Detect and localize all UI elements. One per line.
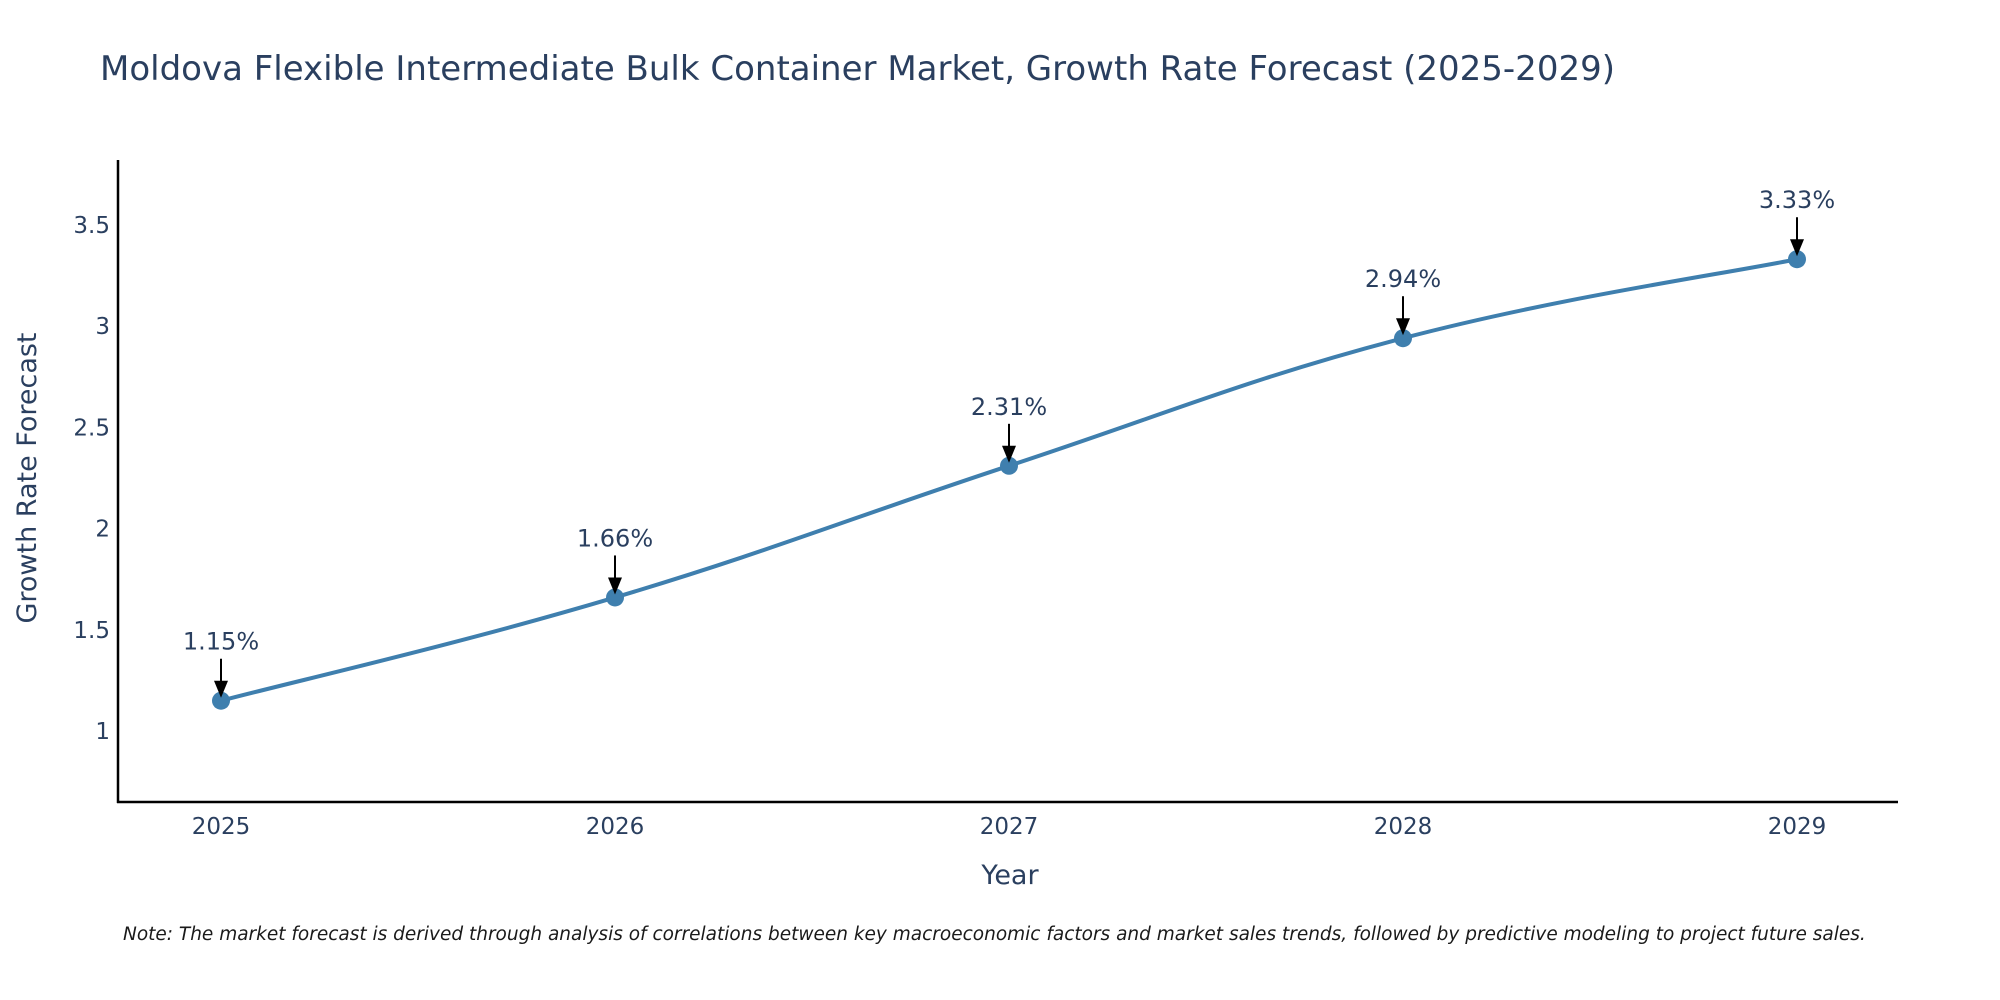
annotation-arrow-head [1002,445,1016,463]
marker-layer [212,250,1806,710]
data-point[interactable] [212,691,230,710]
data-label: 1.15% [183,628,259,656]
series-line [219,257,1799,703]
y-axis-title: Growth Rate Forecast [12,332,43,623]
y-tick-label: 1 [95,719,110,745]
axes [116,160,1898,804]
y-tick-label: 1.5 [73,618,110,644]
annotation-arrow-head [1790,239,1804,257]
annotation-arrow-head [1396,318,1410,336]
data-label: 1.66% [577,524,653,552]
x-tick-label: 2029 [1768,814,1827,840]
data-point[interactable] [606,588,624,607]
x-tick-label: 2028 [1374,814,1433,840]
series-layer [219,257,1799,703]
y-tick-label: 3.5 [73,213,110,239]
data-label: 2.31% [971,393,1047,421]
data-point[interactable] [1788,250,1806,269]
annotation-arrow-head [608,577,622,595]
x-tick-label: 2026 [586,814,645,840]
data-point[interactable] [1394,329,1412,348]
data-point[interactable] [1000,456,1018,475]
y-tick-label: 3 [95,314,110,340]
y-tick-label: 2.5 [73,415,110,441]
data-label: 3.33% [1759,186,1835,214]
x-tick-label: 2027 [980,814,1039,840]
x-axis-title: Year [980,860,1039,891]
data-label: 2.94% [1365,265,1441,293]
y-axis-ticks: 1 1.5 2 2.5 3 3.5 [73,213,110,745]
chart-title: Moldova Flexible Intermediate Bulk Conta… [100,49,1615,89]
y-tick-label: 2 [95,517,110,543]
x-axis-ticks: 2025 2026 2027 2028 2029 [192,814,1827,840]
annotation-arrow-head [214,680,228,698]
x-tick-label: 2025 [192,814,251,840]
annotation-layer: 1.15% 1.66% 2.31% 2.94% 3.33% [183,186,1835,698]
footnote: Note: The market forecast is derived thr… [123,924,1866,945]
